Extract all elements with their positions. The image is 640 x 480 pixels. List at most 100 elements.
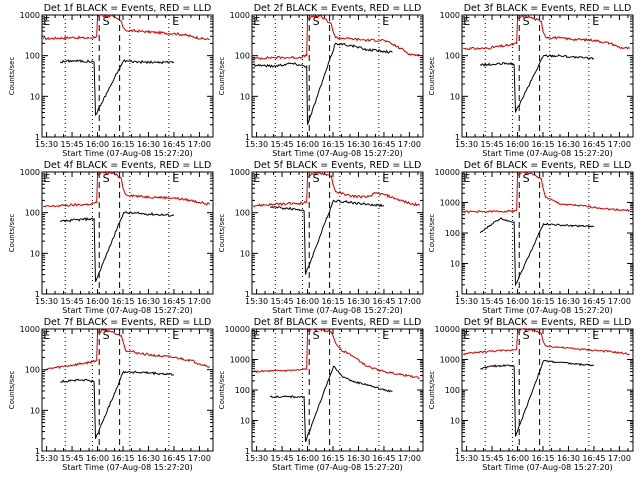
x-tick-label: 15:30 <box>455 454 478 463</box>
x-tick-label: 15:45 <box>481 454 504 463</box>
y-tick-label: 10000 <box>435 168 460 177</box>
flag-label: E <box>43 15 50 28</box>
flag-label: S <box>103 172 110 185</box>
flag-label: S <box>313 329 320 342</box>
y-tick-label: 10 <box>450 260 460 269</box>
y-tick-label: 10000 <box>435 325 460 334</box>
y-tick-label: 1 <box>245 290 250 299</box>
y-tick-label: 10000 <box>225 325 250 334</box>
y-tick-label: 10 <box>30 406 40 415</box>
x-tick-label: 16:45 <box>372 454 395 463</box>
lld-series-line <box>42 13 210 41</box>
x-tick-label: 16:15 <box>531 297 554 306</box>
flag-label: S <box>523 172 530 185</box>
y-axis-label: Counts/sec <box>218 214 226 253</box>
x-tick-label: 16:30 <box>137 297 160 306</box>
x-tick-label: 16:30 <box>137 454 160 463</box>
flag-label: E <box>172 172 179 185</box>
y-tick-label: 10 <box>30 92 40 101</box>
flag-label: E <box>43 329 50 342</box>
x-tick-label: 16:45 <box>582 454 605 463</box>
flag-label: E <box>253 329 260 342</box>
x-tick-label: 17:00 <box>188 140 211 149</box>
x-axis-label: Start Time (07-Aug-08 15:27:20) <box>272 149 403 158</box>
events-series-line <box>252 42 393 125</box>
x-tick-label: 16:45 <box>582 140 605 149</box>
y-tick-label: 1 <box>245 447 250 456</box>
x-tick-label: 16:15 <box>531 140 554 149</box>
flag-label: E <box>382 172 389 185</box>
y-tick-label: 1 <box>455 133 460 142</box>
y-tick-label: 1 <box>455 290 460 299</box>
x-axis-label: Start Time (07-Aug-08 15:27:20) <box>272 306 403 315</box>
y-tick-label: 100 <box>25 209 40 218</box>
x-tick-label: 16:30 <box>347 140 370 149</box>
y-tick-label: 100 <box>235 386 250 395</box>
events-series-line <box>269 365 393 442</box>
y-axis-label: Counts/sec <box>8 57 16 96</box>
y-tick-label: 1 <box>245 133 250 142</box>
panel-frame <box>461 14 634 138</box>
x-tick-label: 16:30 <box>557 140 580 149</box>
y-tick-label: 1000 <box>230 356 250 365</box>
x-tick-label: 17:00 <box>188 297 211 306</box>
panel-title: Det 3f BLACK = Events, RED = LLD <box>464 3 632 14</box>
panel-frame <box>41 14 214 138</box>
x-tick-label: 17:00 <box>398 297 421 306</box>
y-axis-label: Counts/sec <box>428 214 436 253</box>
flag-label: E <box>253 172 260 185</box>
x-tick-label: 16:15 <box>111 454 134 463</box>
panel-title: Det 5f BLACK = Events, RED = LLD <box>254 160 422 171</box>
x-tick-label: 15:45 <box>271 140 294 149</box>
x-tick-label: 16:15 <box>111 297 134 306</box>
panel-title: Det 2f BLACK = Events, RED = LLD <box>254 3 422 14</box>
y-tick-label: 100 <box>445 229 460 238</box>
y-tick-label: 100 <box>445 52 460 61</box>
flag-label: S <box>103 329 110 342</box>
y-tick-label: 10 <box>240 417 250 426</box>
x-tick-label: 16:15 <box>531 454 554 463</box>
y-tick-label: 1000 <box>230 168 250 177</box>
y-tick-label: 100 <box>445 386 460 395</box>
y-tick-label: 1 <box>35 133 40 142</box>
x-tick-label: 15:45 <box>61 454 84 463</box>
x-tick-label: 16:00 <box>506 140 529 149</box>
x-tick-label: 16:30 <box>557 454 580 463</box>
flag-label: E <box>463 329 470 342</box>
x-tick-label: 17:00 <box>188 454 211 463</box>
x-axis-label: Start Time (07-Aug-08 15:27:20) <box>62 306 193 315</box>
x-tick-label: 15:30 <box>245 140 268 149</box>
events-series-line <box>60 370 175 439</box>
y-tick-label: 1000 <box>440 199 460 208</box>
y-axis-label: Counts/sec <box>8 214 16 253</box>
events-series-line <box>269 199 385 275</box>
y-tick-label: 1000 <box>20 11 40 20</box>
x-tick-label: 16:00 <box>86 297 109 306</box>
y-axis-label: Counts/sec <box>8 371 16 410</box>
flag-label: S <box>523 15 530 28</box>
x-tick-label: 16:45 <box>372 140 395 149</box>
events-series-line <box>479 54 595 113</box>
x-tick-label: 15:45 <box>61 140 84 149</box>
x-tick-label: 17:00 <box>608 454 631 463</box>
x-tick-label: 16:00 <box>296 454 319 463</box>
x-tick-label: 16:00 <box>506 297 529 306</box>
flag-label: S <box>523 329 530 342</box>
x-tick-label: 17:00 <box>398 454 421 463</box>
y-tick-label: 10 <box>30 249 40 258</box>
events-series-line <box>59 211 175 282</box>
x-tick-label: 16:00 <box>506 454 529 463</box>
x-tick-label: 15:30 <box>455 297 478 306</box>
lld-series-line <box>43 328 210 372</box>
y-axis-label: Counts/sec <box>428 371 436 410</box>
x-axis-label: Start Time (07-Aug-08 15:27:20) <box>272 463 403 472</box>
panel-frame <box>41 171 214 295</box>
y-tick-label: 1000 <box>230 11 250 20</box>
x-tick-label: 16:00 <box>296 140 319 149</box>
